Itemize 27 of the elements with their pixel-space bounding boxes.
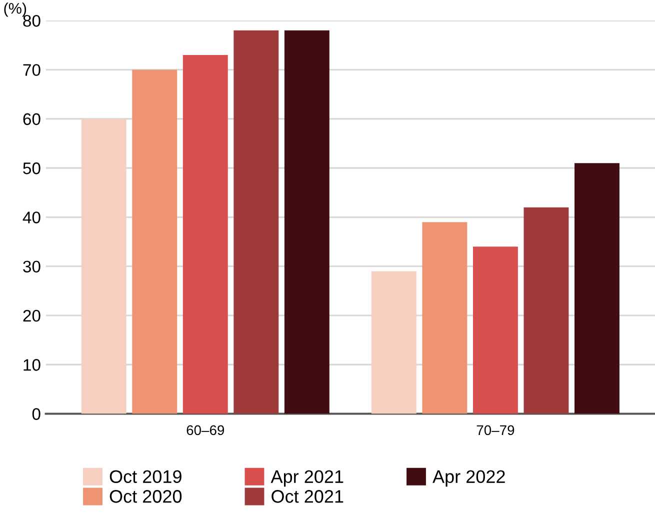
y-axis-title: (%) [4, 2, 26, 17]
legend-label: Apr 2021 [270, 470, 344, 487]
y-tick-label: 40 [22, 212, 40, 224]
bar [132, 70, 178, 414]
y-tick-label: 20 [23, 310, 40, 322]
bar [524, 207, 569, 414]
y-tick-label: 10 [24, 359, 40, 371]
legend-label: Oct 2019 [110, 470, 182, 484]
legend-label: Oct 2020 [110, 490, 182, 503]
bar [574, 163, 620, 414]
legend-label: Oct 2021 [272, 490, 344, 503]
y-tick-label: 30 [23, 260, 40, 273]
x-tick-label: 70–79 [476, 425, 514, 436]
y-tick-label: 80 [23, 14, 40, 27]
y-tick-label: 50 [23, 162, 40, 174]
y-tick-label: 0 [32, 408, 40, 420]
bar [371, 271, 416, 414]
bar [234, 30, 279, 414]
bar [81, 118, 126, 414]
x-tick-label: 60–69 [186, 425, 224, 436]
bar [182, 54, 228, 414]
bar [422, 222, 468, 414]
y-tick-label: 60 [23, 113, 40, 126]
bar [472, 246, 518, 414]
y-tick-label: 70 [23, 64, 40, 76]
bar [284, 30, 330, 414]
legend-label: Apr 2022 [432, 470, 505, 487]
